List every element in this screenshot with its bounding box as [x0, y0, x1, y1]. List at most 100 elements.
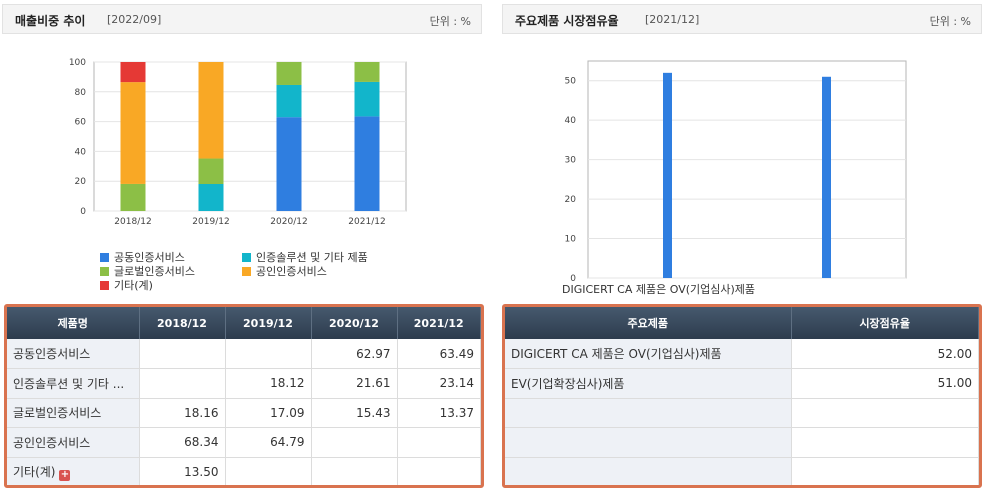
x-tick-label: 2020/12: [270, 217, 307, 227]
cell-value: [139, 368, 226, 399]
market-share-date: [2021/12]: [645, 13, 700, 26]
col-year: 2021/12: [397, 307, 481, 339]
cell-value: 18.12: [225, 368, 312, 399]
legend-swatch: [100, 281, 109, 290]
x-tick-label: DIGICERT CA 제품은 OV(기업심사)제품: [562, 283, 755, 296]
y-tick-label: 50: [565, 77, 577, 87]
table-row: [505, 457, 979, 485]
cell-value: 18.16: [139, 398, 226, 428]
legend-item: 공인인증서비스: [242, 263, 327, 279]
cell-value: 15.43: [311, 398, 398, 428]
cell-value: 13.37: [397, 398, 481, 428]
product-name: 공인인증서비스: [7, 427, 140, 458]
legend-item: 공동인증서비스: [100, 249, 185, 265]
y-tick-label: 0: [80, 207, 86, 217]
product-name: [505, 398, 792, 428]
cell-value: [311, 427, 398, 458]
market-share-panel: 주요제품 시장점유율 [2021/12] 단위 : % 0 10 20 30 40 50 D…: [502, 0, 982, 492]
legend-swatch: [100, 267, 109, 276]
bar-segment: [198, 184, 224, 211]
bar-segment: [198, 62, 224, 159]
cell-value: [791, 427, 979, 458]
product-name-cell: 기타(계) +: [7, 457, 140, 485]
y-tick-label: 60: [75, 118, 87, 128]
y-tick-label: 0: [570, 274, 576, 284]
market-share-header: 주요제품 시장점유율 [2021/12] 단위 : %: [502, 4, 982, 34]
legend-label: 공인인증서비스: [256, 265, 327, 278]
bar-segment: [120, 82, 146, 184]
table-row: 인증솔루션 및 기타 ... 18.12 21.61 23.14: [7, 368, 481, 399]
col-year: 2020/12: [311, 307, 398, 339]
cell-value: [397, 457, 481, 485]
cell-value: 51.00: [791, 368, 979, 399]
legend-label: 인증솔루션 및 기타 제품: [256, 251, 368, 264]
table-row: 글로벌인증서비스 18.16 17.09 15.43 13.37: [7, 398, 481, 428]
table-row: [505, 427, 979, 458]
product-name: 기타(계): [13, 464, 56, 479]
cell-value: [791, 398, 979, 428]
legend-label: 기타(계): [114, 279, 153, 292]
sales-share-date: [2022/09]: [107, 13, 162, 26]
plus-icon[interactable]: +: [59, 468, 71, 481]
bar-segment: [354, 81, 380, 117]
y-tick-label: 100: [69, 58, 86, 68]
cell-value: [311, 457, 398, 485]
cell-value: [139, 339, 226, 369]
cell-value: 63.49: [397, 339, 481, 369]
bar: [822, 76, 831, 278]
sales-share-header: 매출비중 추이 [2022/09] 단위 : %: [2, 4, 482, 34]
y-tick-label: 20: [565, 195, 577, 205]
legend-item: 기타(계): [100, 277, 153, 293]
col-product-name: 제품명: [7, 307, 140, 339]
product-name: [505, 427, 792, 458]
bar-segment: [120, 62, 146, 83]
cell-value: [791, 457, 979, 485]
product-name: 공동인증서비스: [7, 339, 140, 369]
sales-share-panel: 매출비중 추이 [2022/09] 단위 : % 0 20 40 60 80 100 201…: [2, 0, 484, 492]
cell-value: 64.79: [225, 427, 312, 458]
table-row: 공인인증서비스 68.34 64.79: [7, 427, 481, 458]
bar-segment: [276, 117, 302, 211]
col-main-product: 주요제품: [505, 307, 792, 339]
plot-area: [587, 60, 907, 279]
cell-value: 23.14: [397, 368, 481, 399]
legend-label: 글로벌인증서비스: [114, 265, 195, 278]
col-year: 2019/12: [225, 307, 312, 339]
bar-segment: [354, 116, 380, 211]
table-row: 공동인증서비스 62.97 63.49: [7, 339, 481, 369]
cell-value: 62.97: [311, 339, 398, 369]
sales-share-chart: 0 20 40 60 80 100 2018/12 2019/12 2020/12 2021/12: [69, 58, 407, 227]
x-tick-label: 2021/12: [348, 217, 385, 227]
col-market-share: 시장점유율: [791, 307, 979, 339]
market-share-table: 주요제품 시장점유율 DIGICERT CA 제품은 OV(기업심사)제품 52…: [502, 304, 982, 488]
table-row: [505, 398, 979, 428]
sales-share-unit: 단위 : %: [429, 15, 471, 28]
cell-value: 21.61: [311, 368, 398, 399]
y-tick-label: 10: [565, 235, 577, 245]
bar-segment: [276, 61, 302, 85]
y-tick-label: 30: [565, 156, 577, 166]
bar-segment: [354, 62, 380, 82]
cell-value: 68.34: [139, 427, 226, 458]
bar: [663, 72, 672, 278]
sales-share-title: 매출비중 추이: [15, 14, 86, 28]
col-year: 2018/12: [139, 307, 226, 339]
bar-segment: [276, 84, 302, 118]
x-tick-label: 2019/12: [192, 217, 229, 227]
market-share-unit: 단위 : %: [929, 15, 971, 28]
product-name: EV(기업확장심사)제품: [505, 368, 792, 399]
plot-area: [93, 61, 407, 212]
market-share-chart: 0 10 20 30 40 50 DIGICERT CA 제품은 OV(기업심사)제품: [562, 60, 907, 296]
y-tick-label: 40: [565, 116, 577, 126]
y-tick-label: 40: [75, 147, 87, 157]
legend-swatch: [242, 267, 251, 276]
legend-item: 인증솔루션 및 기타 제품: [242, 249, 368, 265]
cell-value: [225, 457, 312, 485]
table-row: EV(기업확장심사)제품 51.00: [505, 368, 979, 399]
product-name: 인증솔루션 및 기타 ...: [7, 368, 140, 399]
cell-value: 13.50: [139, 457, 226, 485]
y-tick-label: 20: [75, 177, 87, 187]
legend-label: 공동인증서비스: [114, 251, 185, 264]
x-tick-label: 2018/12: [114, 217, 151, 227]
